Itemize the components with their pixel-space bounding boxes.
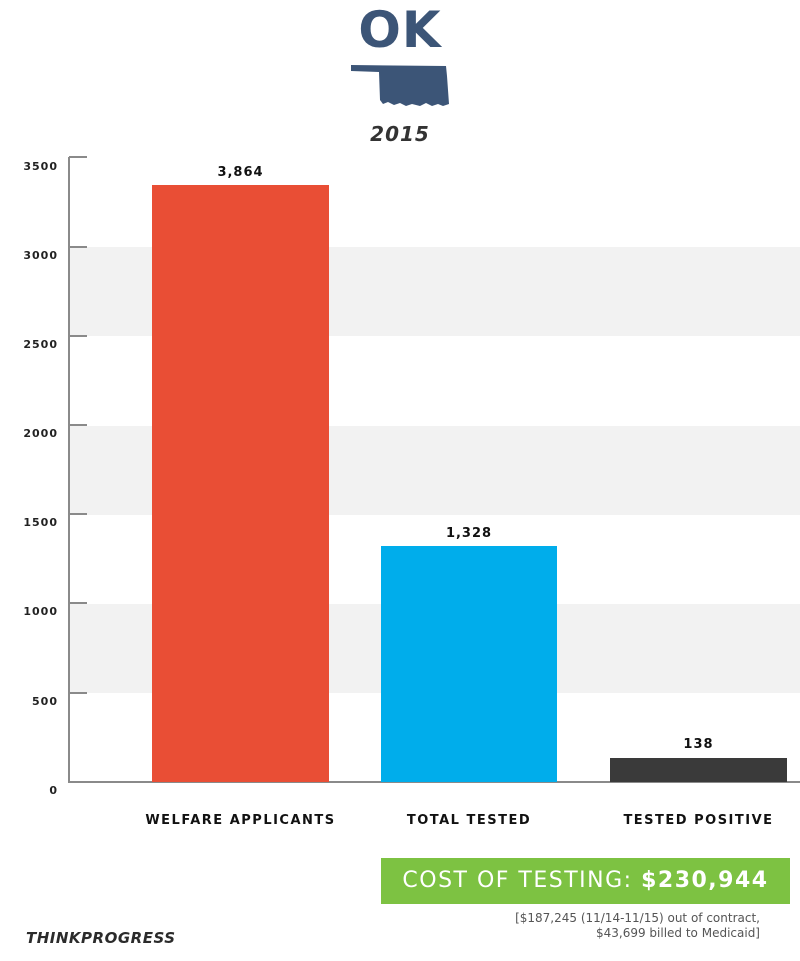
state-code-title: OK [358,1,442,59]
y-tick-label: 2500 [23,338,58,351]
cost-amount: $230,944 [641,868,769,893]
oklahoma-state-icon [351,65,449,106]
y-tick-label: 0 [49,784,58,797]
y-tick [69,246,87,248]
category-label: TOTAL TESTED [406,813,532,828]
y-axis [68,157,70,783]
y-tick-label: 3500 [23,160,58,173]
bar-total-tested [381,546,557,782]
cost-note: [$187,245 (11/14-11/15) out of contract,… [380,911,760,941]
y-tick-label: 1000 [23,605,58,618]
category-label: WELFARE APPLICANTS [145,813,336,828]
y-tick [69,335,87,337]
x-axis [68,781,800,783]
bar-welfare-applicants [152,185,329,782]
year-label: 2015 [370,122,430,146]
cost-of-testing-banner: COST OF TESTING: $230,944 [381,858,790,904]
bar-value-label: 1,328 [445,526,493,541]
y-tick [69,602,87,604]
y-tick [69,513,87,515]
cost-note-line1: [$187,245 (11/14-11/15) out of contract, [515,911,760,925]
bar-value-label: 138 [683,737,714,752]
cost-note-line2: $43,699 billed to Medicaid] [595,926,760,940]
bar-value-label: 3,864 [217,165,264,180]
y-tick-label: 1500 [23,516,58,529]
cost-label: COST OF TESTING: [402,868,642,893]
y-tick [69,156,87,158]
y-tick-label: 3000 [23,249,58,262]
thinkprogress-logo: THINKPROGRESS [26,929,176,947]
bar-tested-positive [610,758,787,782]
category-label: TESTED POSITIVE [623,813,774,828]
y-tick [69,424,87,426]
y-tick [69,692,87,694]
y-tick-label: 2000 [23,427,58,440]
y-tick-label: 500 [32,695,58,708]
